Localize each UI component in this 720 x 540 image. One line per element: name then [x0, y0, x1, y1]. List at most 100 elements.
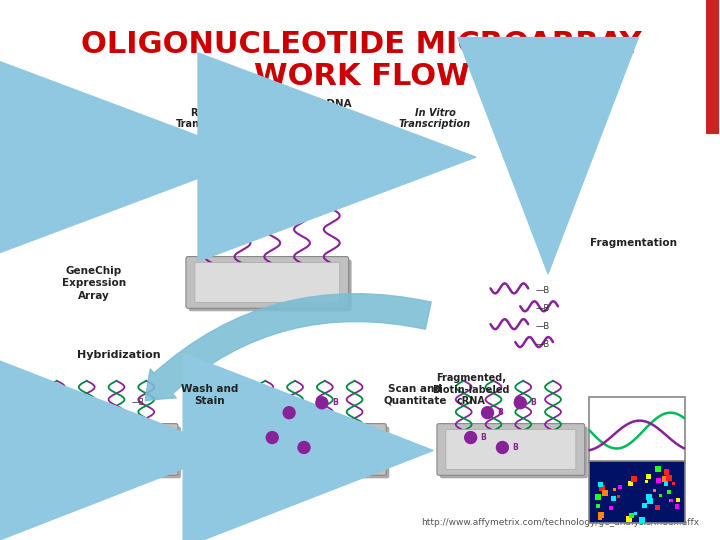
Bar	[618, 485, 623, 489]
Bar	[675, 504, 680, 509]
Text: B: B	[498, 408, 503, 417]
Circle shape	[514, 397, 526, 409]
Bar	[626, 516, 631, 522]
Bar	[662, 476, 668, 482]
Text: Total RNA: Total RNA	[43, 99, 101, 110]
Text: http://www.affymetrix.com/technology/ge_analysis/index.affx: http://www.affymetrix.com/technology/ge_…	[420, 518, 699, 527]
Bar	[659, 495, 662, 497]
Text: Fragmentation: Fragmentation	[590, 238, 677, 248]
Text: B: B	[332, 398, 338, 407]
Text: cDNA: cDNA	[321, 99, 353, 110]
Bar	[598, 512, 604, 518]
Text: —B: —B	[566, 126, 580, 135]
FancyBboxPatch shape	[39, 430, 169, 469]
Bar	[598, 482, 603, 487]
Circle shape	[316, 397, 328, 409]
Text: —B: —B	[566, 146, 580, 154]
FancyBboxPatch shape	[248, 430, 377, 469]
Text: Fragmented,
Biotin-labeled
cRNA: Fragmented, Biotin-labeled cRNA	[432, 373, 510, 406]
Text: Hybridization: Hybridization	[76, 350, 161, 360]
Text: AAAA: AAAA	[141, 132, 165, 141]
FancyBboxPatch shape	[446, 430, 576, 469]
Bar	[598, 516, 603, 521]
Bar	[669, 499, 672, 502]
Bar	[655, 467, 661, 472]
Bar	[664, 469, 670, 475]
Bar	[645, 480, 648, 483]
Text: WORK FLOW: WORK FLOW	[253, 62, 469, 91]
Text: —B: —B	[566, 185, 580, 194]
Text: Biotin-labeled
cRNA: Biotin-labeled cRNA	[521, 107, 599, 129]
Text: Wash and
Stain: Wash and Stain	[181, 384, 238, 406]
Circle shape	[283, 407, 295, 418]
FancyBboxPatch shape	[195, 262, 340, 302]
Bar	[599, 484, 606, 491]
Circle shape	[482, 407, 493, 418]
Text: —B: —B	[535, 340, 549, 349]
Bar	[595, 494, 600, 500]
Bar	[647, 498, 653, 504]
Text: Reverse
Transcription: Reverse Transcription	[176, 107, 249, 129]
Bar	[655, 504, 660, 510]
Bar	[634, 511, 637, 515]
Text: —B: —B	[114, 443, 126, 452]
Text: B: B	[480, 433, 486, 442]
Bar	[646, 474, 650, 479]
FancyBboxPatch shape	[33, 427, 181, 478]
FancyBboxPatch shape	[241, 427, 390, 478]
FancyBboxPatch shape	[589, 397, 685, 463]
Text: —B: —B	[535, 322, 549, 330]
Bar	[626, 517, 629, 521]
FancyBboxPatch shape	[189, 260, 351, 311]
Text: —B: —B	[535, 286, 549, 295]
Bar	[613, 488, 616, 491]
Bar	[666, 475, 672, 481]
Bar	[672, 482, 675, 485]
Text: B: B	[282, 433, 288, 442]
Circle shape	[266, 431, 278, 443]
Circle shape	[464, 431, 477, 443]
Text: AAAA: AAAA	[141, 154, 165, 164]
Bar	[596, 504, 600, 508]
Bar	[618, 495, 621, 497]
Text: AAAA: AAAA	[141, 178, 165, 186]
Circle shape	[497, 442, 508, 454]
Circle shape	[298, 442, 310, 454]
Text: OLIGONUCLEOTIDE MICROARRAY: OLIGONUCLEOTIDE MICROARRAY	[81, 30, 642, 59]
Text: B: B	[314, 443, 320, 452]
FancyBboxPatch shape	[30, 423, 178, 475]
Bar	[676, 497, 680, 502]
Text: B: B	[530, 398, 536, 407]
Text: In Vitro
Transcription: In Vitro Transcription	[399, 107, 471, 129]
Bar	[611, 496, 616, 501]
FancyBboxPatch shape	[238, 423, 387, 475]
Bar	[664, 482, 668, 485]
Bar	[653, 489, 656, 492]
Text: —B: —B	[566, 166, 580, 174]
Bar	[657, 478, 662, 483]
Text: B: B	[513, 443, 518, 452]
Bar	[642, 503, 647, 508]
Bar	[646, 495, 652, 501]
FancyBboxPatch shape	[440, 427, 588, 478]
Bar	[609, 506, 613, 510]
FancyBboxPatch shape	[186, 256, 348, 308]
Text: GeneChip
Expression
Array: GeneChip Expression Array	[62, 266, 126, 301]
Bar	[667, 490, 671, 494]
FancyBboxPatch shape	[589, 461, 685, 523]
Text: —B: —B	[99, 408, 112, 417]
Text: Scan and
Quantitate: Scan and Quantitate	[383, 384, 447, 406]
Bar	[666, 477, 669, 480]
Text: —B: —B	[82, 433, 94, 442]
FancyBboxPatch shape	[437, 423, 585, 475]
Bar	[631, 476, 637, 482]
Text: —B: —B	[131, 398, 144, 407]
Text: B: B	[299, 408, 305, 417]
Bar	[628, 481, 632, 486]
Bar	[629, 513, 634, 518]
Bar	[670, 499, 673, 502]
Bar	[602, 490, 608, 496]
Bar	[706, 0, 719, 134]
Text: —B: —B	[535, 304, 549, 313]
Bar	[639, 517, 644, 523]
